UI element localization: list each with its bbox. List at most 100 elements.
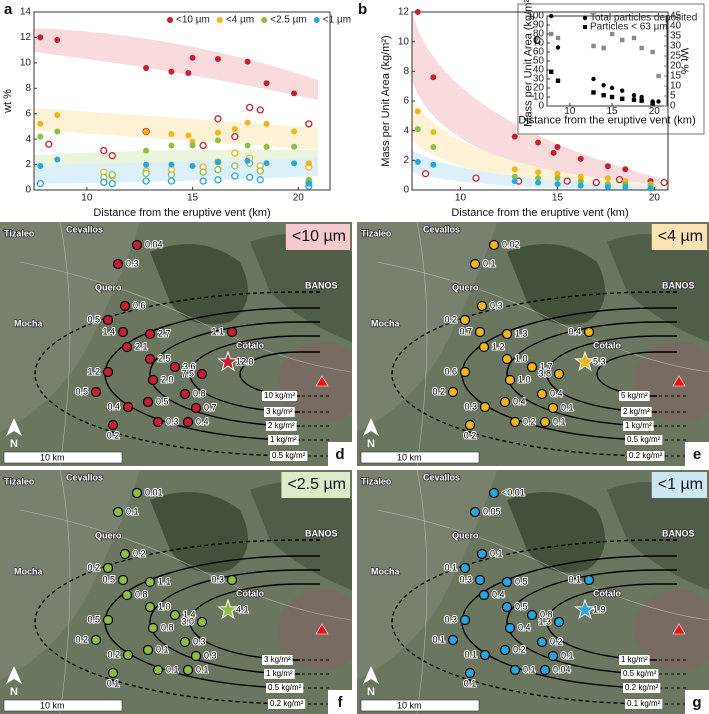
point xyxy=(430,129,437,136)
y-tick-label: 4 xyxy=(403,125,409,136)
north-label: N xyxy=(367,438,375,450)
isopleth xyxy=(506,569,677,675)
y2-tick-label: 40 xyxy=(670,21,682,32)
sample-marker xyxy=(499,644,511,656)
sample-label: 0.2 xyxy=(444,314,457,324)
y2-tick-label: 15 xyxy=(670,71,682,82)
sample-marker xyxy=(479,649,491,661)
point xyxy=(256,106,264,114)
point xyxy=(37,120,44,127)
isopleth-label-bg xyxy=(625,699,663,709)
isopleth-label: 0.1 kg/m² xyxy=(627,699,661,708)
y-tick-label: 10 xyxy=(533,92,545,103)
point xyxy=(555,45,561,50)
sample-marker xyxy=(182,416,194,428)
sample-marker xyxy=(119,300,131,312)
sample-label: 4.1 xyxy=(236,604,249,614)
point xyxy=(185,132,192,139)
sample-marker xyxy=(459,562,471,574)
point xyxy=(577,178,584,185)
point xyxy=(549,13,554,19)
y2-tick-label: 5 xyxy=(670,91,676,102)
point xyxy=(214,159,221,166)
point xyxy=(601,45,606,51)
point xyxy=(554,170,561,177)
y-tick-label: 0 xyxy=(403,185,409,196)
isopleth-label: 0.2 kg/m² xyxy=(625,683,659,692)
sample-marker xyxy=(504,374,516,386)
y-tick-label: 10 xyxy=(398,36,410,47)
sample-marker xyxy=(90,386,102,398)
isopleth-label: 0.5 kg/m² xyxy=(623,669,657,678)
point xyxy=(511,133,518,140)
point xyxy=(601,83,606,88)
sample-marker xyxy=(459,614,471,626)
isopleth-label: 1 kg/m² xyxy=(266,669,293,678)
point xyxy=(305,180,312,187)
sample-marker xyxy=(102,366,114,378)
sample-marker xyxy=(539,664,551,676)
band xyxy=(34,28,318,100)
point xyxy=(535,139,542,146)
y-tick-label: 50 xyxy=(533,56,545,67)
sample-label: 0.1 xyxy=(553,416,566,426)
isopleth-label: 5 kg/m² xyxy=(621,391,648,400)
north-label: N xyxy=(10,686,18,698)
sample-label: 0.1 xyxy=(568,574,581,584)
point xyxy=(168,161,175,168)
sample-marker xyxy=(117,574,129,586)
sample-label: 0.5 xyxy=(87,314,100,324)
panel-letter: f xyxy=(338,694,344,711)
point xyxy=(199,141,207,150)
forest xyxy=(507,492,605,573)
map-body: 1 kg/m² 0.5 kg/m² 0.2 kg/m² 0.1 kg/m² Tizale… xyxy=(357,470,709,714)
isopleth xyxy=(391,539,677,705)
isopleth-label-bg xyxy=(266,683,304,693)
sample-marker xyxy=(509,664,521,676)
isopleth-label-bg xyxy=(268,699,306,709)
sample-label: 0.1 xyxy=(483,258,496,268)
point xyxy=(620,96,625,101)
sample-marker xyxy=(476,300,488,312)
road xyxy=(376,261,709,373)
map-body: 5 kg/m² 2 kg/m² 1 kg/m² 0.5 kg/m² 0.2 kg/m² T… xyxy=(357,222,709,466)
place-label: Tizaleo xyxy=(361,228,392,238)
isopleth-label: 0.2 kg/m² xyxy=(629,451,663,460)
scale-label: 10 km xyxy=(40,700,65,710)
isopleth-label: 1 kg/m² xyxy=(621,655,648,664)
point xyxy=(555,78,561,83)
isopleth-label-bg xyxy=(264,669,295,679)
point xyxy=(214,56,221,63)
x-tick-label: 20 xyxy=(293,193,305,204)
place-label: Tizaleo xyxy=(361,476,392,486)
sample-marker xyxy=(539,416,551,428)
point xyxy=(535,179,542,186)
point xyxy=(246,103,254,112)
sample-marker xyxy=(152,416,164,428)
y-tick-label: 2 xyxy=(25,159,31,170)
isopleth-label-bg xyxy=(623,421,654,431)
sample-marker xyxy=(474,326,486,338)
volcano xyxy=(634,342,709,422)
isopleth xyxy=(391,291,677,457)
sample-marker xyxy=(122,401,134,413)
point xyxy=(554,143,561,150)
sample-marker xyxy=(147,374,159,386)
sample-marker xyxy=(121,589,133,601)
north-arrow xyxy=(6,418,22,436)
sample-label: 0.2 xyxy=(513,644,526,654)
isopleth-label-bg xyxy=(262,391,298,401)
sample-marker xyxy=(117,326,129,338)
point xyxy=(214,137,221,144)
sample-label: 0.1 xyxy=(464,649,477,659)
point xyxy=(639,94,644,100)
sample-marker xyxy=(526,609,538,621)
point xyxy=(189,54,196,61)
point xyxy=(246,173,254,181)
sample-label: 0.3 xyxy=(204,650,217,660)
sample-label: 0.3 xyxy=(490,300,503,310)
sample-label: 1.0 xyxy=(518,374,531,384)
sample-label: 0.04 xyxy=(145,239,163,249)
sample-marker xyxy=(476,548,488,560)
sample-marker xyxy=(121,341,133,353)
